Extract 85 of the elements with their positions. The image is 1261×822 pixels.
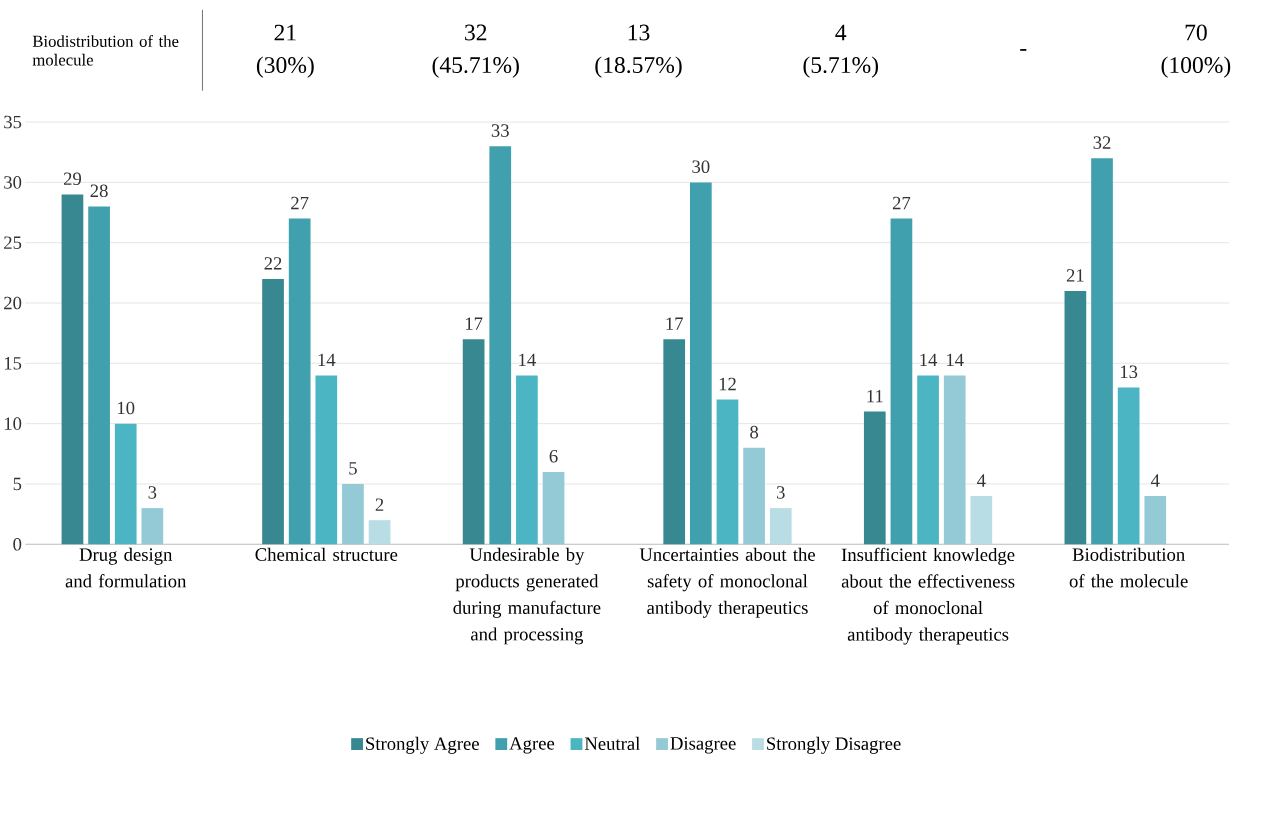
- data-label: 2: [375, 498, 384, 511]
- text: -: [1020, 49, 1027, 51]
- legend-label: Strongly Agree: [366, 736, 479, 754]
- bar: [769, 508, 792, 545]
- data-label: 4: [1150, 474, 1160, 487]
- data-label: 30: [692, 160, 710, 174]
- bar: [943, 375, 966, 545]
- bar: [88, 206, 110, 545]
- bar: [1091, 158, 1113, 545]
- data-label: 3: [148, 486, 157, 499]
- y-tick-label: 15: [4, 357, 22, 370]
- bar: [716, 399, 739, 545]
- bar: [890, 218, 913, 545]
- legend-label: Disagree: [670, 737, 736, 754]
- data-label: 13: [1120, 365, 1138, 379]
- bar: [689, 182, 712, 545]
- bar: [516, 375, 538, 545]
- data-label: 17: [666, 317, 684, 330]
- data-label: 32: [1093, 136, 1111, 149]
- y-tick-label: 25: [4, 236, 22, 250]
- text: 4: [835, 24, 847, 41]
- text: 21: [274, 24, 296, 41]
- bar: [917, 375, 939, 545]
- data-label: 14: [920, 353, 938, 367]
- data-label: 3: [776, 486, 785, 499]
- text: Biodistribution of the molecule: [32, 35, 179, 66]
- bar: [368, 520, 391, 545]
- bar: [141, 508, 164, 545]
- text: (45.71%): [432, 56, 519, 78]
- data-label: 14: [947, 353, 964, 367]
- data-label: 27: [291, 196, 309, 210]
- data-label: 11: [867, 390, 883, 403]
- y-tick-label: 10: [4, 417, 22, 431]
- y-tick-label: 20: [4, 296, 22, 310]
- data-label: 22: [264, 257, 282, 270]
- data-label: 5: [349, 462, 357, 475]
- data-label: 8: [750, 425, 759, 439]
- y-tick-label: 0: [13, 538, 22, 551]
- x-tick-label: Biodistribution of the molecule: [1069, 547, 1188, 588]
- text: (30%): [256, 56, 314, 78]
- legend-label: Strongly Disagree: [767, 736, 901, 754]
- x-tick-label: Chemical structure: [255, 547, 398, 562]
- data-label: 33: [491, 124, 509, 137]
- legend-label: Neutral: [584, 736, 640, 751]
- x-tick-label: Undesirable by products generated during manufacture and processing: [453, 547, 601, 645]
- bar: [1064, 291, 1087, 545]
- bar: [970, 496, 993, 545]
- data-label: 21: [1066, 269, 1084, 282]
- bar: [663, 339, 686, 545]
- data-label: 27: [892, 196, 911, 210]
- legend-label: Agree: [509, 737, 555, 754]
- data-label: 6: [549, 450, 558, 463]
- x-tick-label: Uncertainties about the safety of monoclonal antibody therapeutics: [639, 547, 815, 618]
- y-tick-label: 30: [4, 176, 22, 189]
- x-tick-label: Drug design and formulation: [65, 547, 187, 588]
- bar: [288, 218, 311, 545]
- text: (100%): [1161, 56, 1231, 78]
- bar: [315, 375, 338, 545]
- text: 13: [628, 24, 650, 41]
- data-label: 12: [719, 377, 736, 391]
- bar: [262, 279, 284, 545]
- data-label: 14: [318, 353, 336, 367]
- data-label: 14: [519, 353, 536, 367]
- data-label: 10: [118, 401, 135, 415]
- text: (18.57%): [595, 56, 682, 78]
- data-label: 4: [977, 474, 986, 487]
- bar: [61, 194, 84, 545]
- bar: [114, 423, 137, 545]
- bar: [342, 484, 364, 545]
- bar: [863, 411, 886, 545]
- bar: [489, 146, 512, 545]
- bar: [1144, 496, 1167, 545]
- bar: [1117, 387, 1140, 545]
- data-label: 17: [465, 317, 483, 330]
- bar: [462, 339, 485, 545]
- bar: [542, 472, 565, 545]
- y-tick-label: 5: [13, 477, 22, 491]
- data-label: 28: [90, 184, 108, 198]
- x-tick-label: Insufficient knowledge about the effectiveness of monoclonal antibody therapeutics: [841, 547, 1015, 645]
- text: 32: [465, 24, 487, 41]
- bar: [743, 447, 765, 545]
- text: 70: [1185, 24, 1207, 41]
- y-tick-label: 35: [4, 115, 22, 129]
- data-label: 29: [63, 172, 82, 186]
- text: (5.71%): [803, 56, 879, 78]
